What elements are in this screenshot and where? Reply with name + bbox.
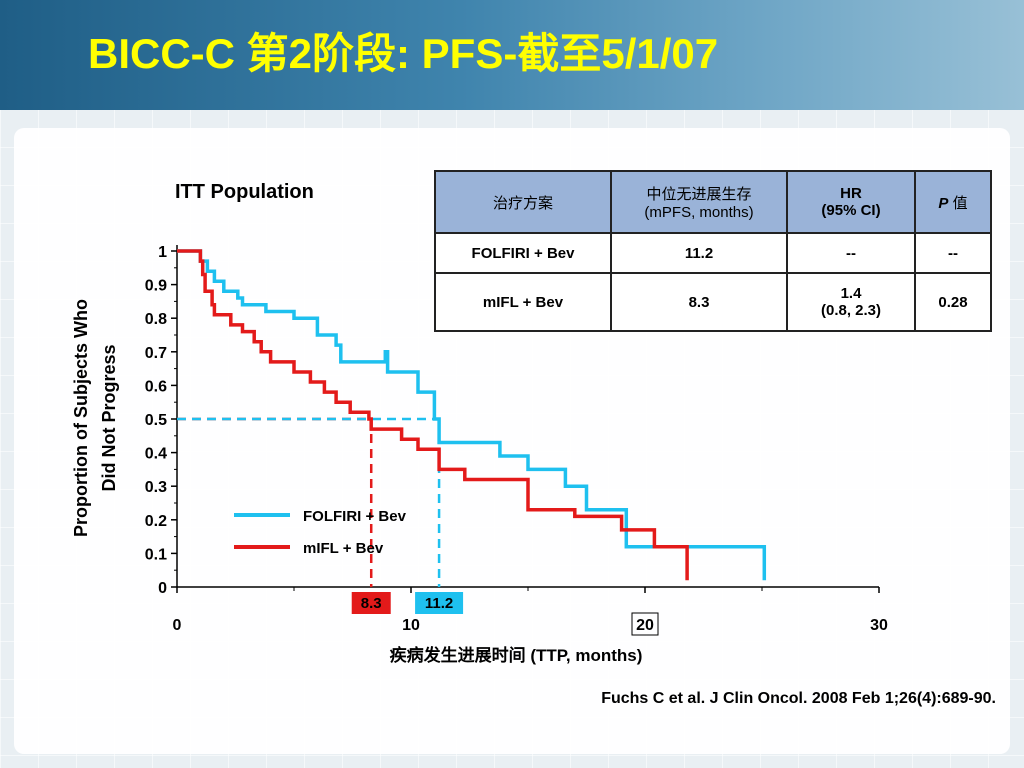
series-line-mifl-bev [177,249,689,581]
table-row: mIFL + Bev 8.3 1.4 (0.8, 2.3) 0.28 [434,272,992,332]
y-tick-label: 0 [158,580,167,597]
axes-layer [171,245,880,593]
y-tick-label: 0.9 [145,278,167,295]
cell-p: -- [914,232,992,274]
median-guides: 8.3 11.2 [177,417,464,614]
series-layer [177,249,767,581]
median-badge-label: 11.2 [425,595,453,612]
cell-mpfs: 8.3 [610,272,788,332]
cell-treatment: mIFL + Bev [434,272,612,332]
legend: FOLFIRI + Bev mIFL + Bev [234,508,407,557]
x-tick-label: 10 [402,617,420,634]
table-row: FOLFIRI + Bev 11.2 -- -- [434,232,992,274]
cell-p: 0.28 [914,272,992,332]
header-mpfs: 中位无进展生存 (mPFS, months) [610,170,788,234]
y-tick-label: 1 [158,244,167,261]
x-tick-label: 20 [636,617,654,634]
legend-label: mIFL + Bev [303,540,384,557]
y-tick-label: 0.8 [145,311,167,328]
y-tick-label: 0.2 [145,513,167,530]
stats-table: 治疗方案 中位无进展生存 (mPFS, months) HR (95% CI) … [434,170,992,332]
citation: Fuchs C et al. J Clin Oncol. 2008 Feb 1;… [601,690,996,707]
y-axis-label-line1: Proportion of Subjects Who [71,299,91,537]
y-tick-label: 0.3 [145,479,167,496]
y-tick-label: 0.4 [145,446,167,463]
y-axis-label-line2: Did Not Progress [99,344,119,491]
cell-hr: 1.4 (0.8, 2.3) [786,272,916,332]
table-header-row: 治疗方案 中位无进展生存 (mPFS, months) HR (95% CI) … [434,170,992,234]
header-hr: HR (95% CI) [786,170,916,234]
x-axis-label: 疾病发生进展时间 (TTP, months) [390,645,643,665]
header-band [0,0,1024,125]
series-line-folfiri-bev [177,249,767,581]
slide-title: BICC-C 第2阶段: PFS-截至5/1/07 [88,30,719,77]
legend-label: FOLFIRI + Bev [303,508,407,525]
y-tick-label: 0.7 [145,345,167,362]
median-badge [351,592,391,614]
median-badge-label: 8.3 [361,595,382,612]
cell-treatment: FOLFIRI + Bev [434,232,612,274]
header-p: P 值 [914,170,992,234]
y-tick-label: 0.5 [145,412,167,429]
x-tick-label: 30 [870,617,888,634]
cell-hr: -- [786,232,916,274]
median-badge [415,592,464,614]
cell-mpfs: 11.2 [610,232,788,274]
x-tick-label: 0 [173,617,182,634]
chart-title: ITT Population [175,181,314,203]
y-tick-label: 0.1 [145,546,167,563]
x-tick-box [631,612,659,636]
header-treatment: 治疗方案 [434,170,612,234]
y-tick-label: 0.6 [145,378,167,395]
chart-text: 00.10.20.30.40.50.60.70.80.910 10 20 30ITT … [71,181,888,665]
